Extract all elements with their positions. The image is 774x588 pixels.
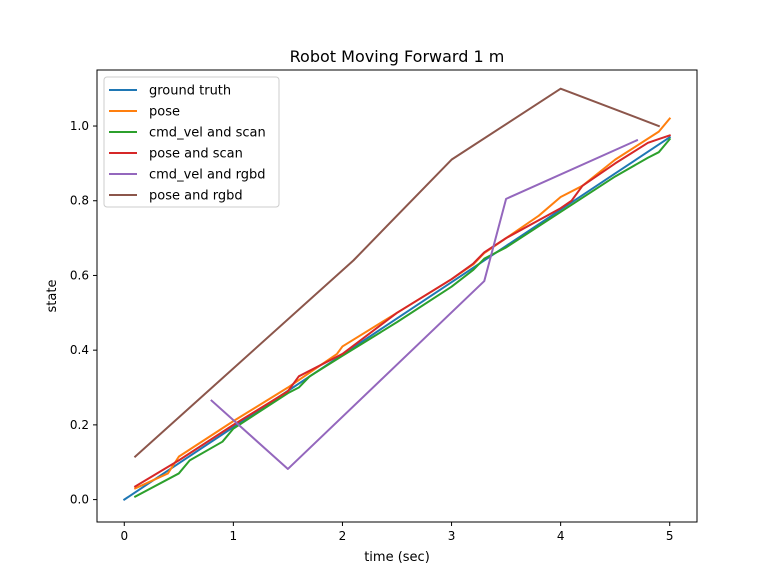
x-tick-label: 3 [448, 529, 456, 543]
legend-label: pose [149, 105, 180, 120]
legend-label: pose and scan [149, 147, 243, 162]
chart-title: Robot Moving Forward 1 m [290, 47, 505, 66]
legend-item: pose [109, 105, 180, 120]
series-line-3 [133, 137, 672, 498]
ticks-layer: 0 1 2 3 4 5 0.0 0.2 0.4 0.6 0.8 1.0 [70, 119, 674, 543]
y-axis-label: state [45, 280, 60, 313]
y-tick-label: 0.0 [70, 493, 89, 507]
x-tick-label: 5 [666, 529, 674, 543]
series-line-5 [210, 138, 639, 470]
series-layer [122, 87, 672, 501]
legend-item: pose and scan [109, 147, 243, 162]
legend-item: cmd_vel and scan [109, 126, 266, 141]
y-tick-label: 0.2 [70, 418, 89, 432]
legend: ground truth pose cmd_vel and scan pose and… [103, 76, 280, 208]
legend-box [103, 76, 280, 208]
y-tick-label: 1.0 [70, 119, 89, 133]
x-tick-label: 0 [120, 529, 128, 543]
legend-item: pose and rgbd [109, 189, 243, 204]
legend-item: cmd_vel and rgbd [109, 168, 265, 183]
x-tick-label: 1 [230, 529, 238, 543]
series-line-4 [133, 134, 672, 488]
legend-label: cmd_vel and scan [149, 126, 266, 141]
legend-label: ground truth [149, 84, 231, 99]
legend-item: ground truth [109, 84, 231, 99]
legend-label: cmd_vel and rgbd [149, 168, 265, 183]
legend-items: ground truth pose cmd_vel and scan pose and… [109, 84, 266, 204]
series-line-1 [122, 135, 672, 501]
legend-label: pose and rgbd [149, 189, 243, 204]
y-tick-label: 0.4 [70, 343, 89, 357]
x-tick-label: 2 [339, 529, 347, 543]
x-axis-label: time (sec) [364, 550, 430, 565]
series-line-6 [133, 87, 661, 459]
y-tick-label: 0.8 [70, 194, 89, 208]
y-tick-label: 0.6 [70, 268, 89, 282]
x-tick-label: 4 [557, 529, 565, 543]
plot-area-frame [96, 69, 698, 523]
